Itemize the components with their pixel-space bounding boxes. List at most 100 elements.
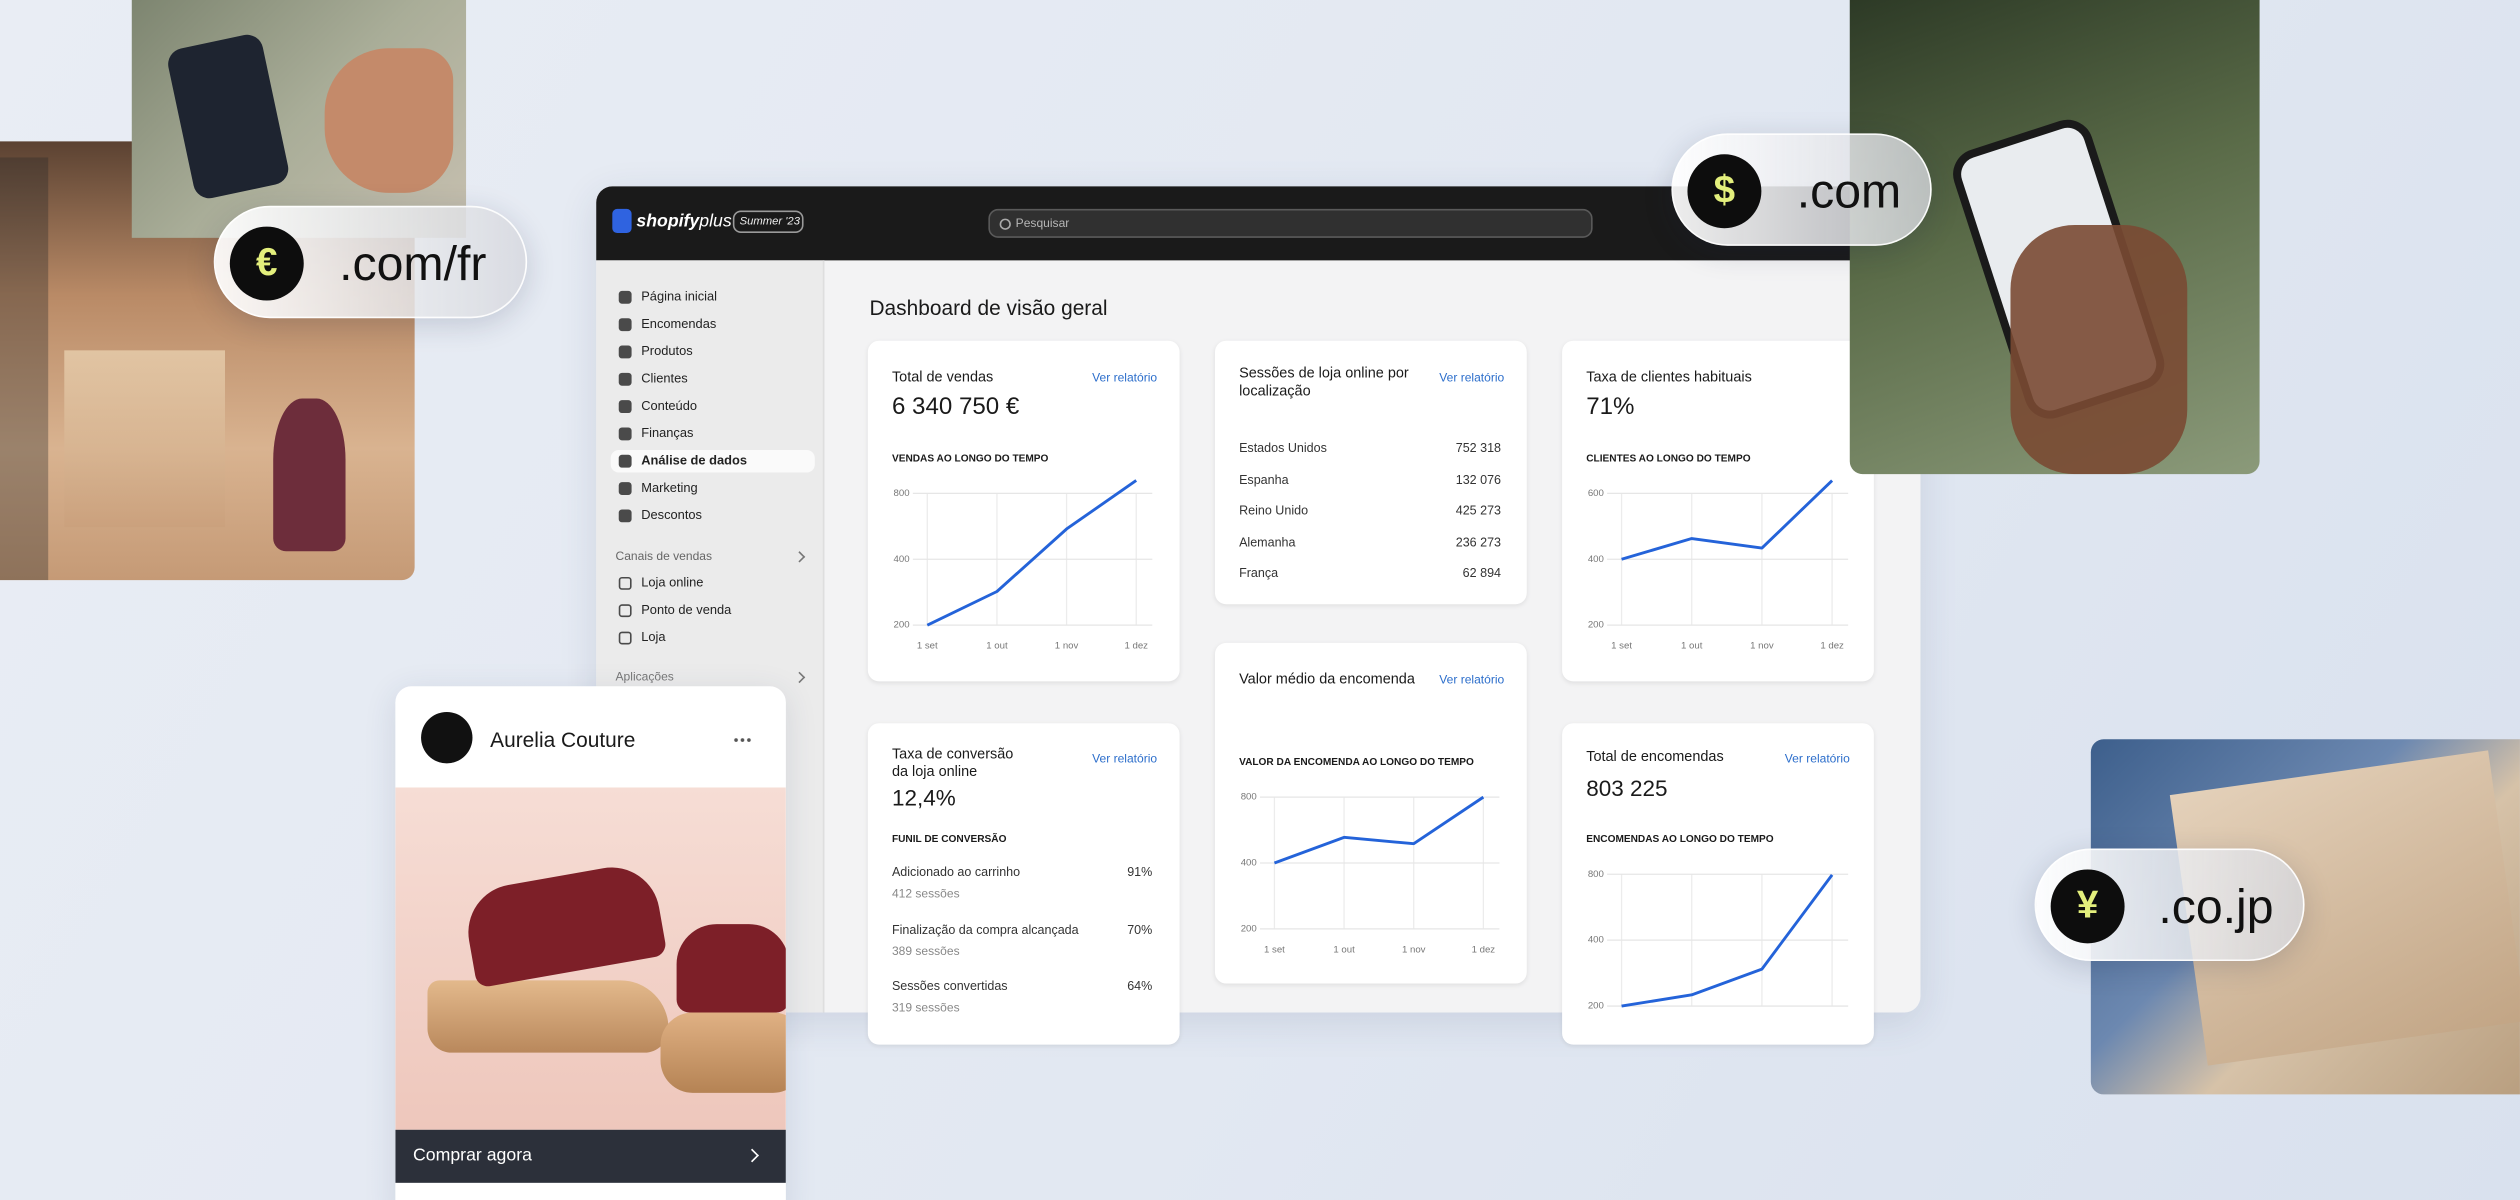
search-icon [999, 218, 1011, 230]
currency-circle: € [229, 226, 304, 301]
product-card: Aurelia Couture Comprar agora [395, 686, 786, 1200]
row-label: Reino Unido [1239, 503, 1309, 518]
nav-item[interactable]: Clientes [641, 371, 688, 386]
shoe-strap [676, 924, 786, 1013]
active-item-bg [610, 449, 815, 473]
logo: shopify plus [636, 211, 732, 233]
card [1562, 723, 1874, 1045]
nav-item[interactable]: Descontos [641, 507, 702, 523]
funnel-label: Adicionado ao carrinho [891, 864, 1021, 880]
nav-item[interactable]: Análise de dados [641, 453, 747, 468]
nav-icon [618, 290, 632, 304]
nav-icon [618, 400, 632, 414]
logo-suffix: plus [699, 212, 732, 232]
shelf [64, 350, 225, 528]
report-link[interactable]: Ver relatório [1092, 751, 1158, 766]
card [867, 723, 1180, 1045]
search-placeholder: Pesquisar [1015, 215, 1070, 231]
edition-badge: Summer '23 [732, 210, 804, 234]
domain-text: .com/fr [339, 238, 487, 292]
nav-item[interactable]: Produtos [641, 343, 693, 359]
row-label: Estados Unidos [1239, 440, 1327, 456]
logo-icon [612, 208, 632, 234]
nav-item[interactable]: Finanças [641, 425, 694, 441]
domain-badge: € .com/fr [213, 205, 528, 319]
currency-circle: ¥ [2050, 869, 2125, 944]
report-link[interactable]: Ver relatório [1439, 672, 1505, 687]
row-label: França [1239, 565, 1279, 581]
card-title: Total de encomendas [1586, 747, 1724, 764]
row-label: Alemanha [1239, 535, 1296, 550]
more-menu[interactable] [732, 737, 753, 743]
chart-label: CLIENTES AO LONGO DO TEMPO [1586, 453, 1751, 465]
terminal [165, 31, 292, 202]
phone-photo [1849, 0, 2260, 475]
dress [273, 398, 346, 552]
report-link[interactable]: Ver relatório [1092, 370, 1158, 385]
section-title: Aplicações [615, 669, 674, 684]
channel-item[interactable]: Loja [641, 629, 666, 645]
card-value: 12,4% [891, 784, 956, 811]
row-value: 132 076 [1455, 472, 1502, 488]
domain-text: .co.jp [2158, 881, 2274, 935]
funnel-value: 70% [1127, 921, 1153, 937]
nav-icon [618, 345, 632, 359]
row-label: Espanha [1239, 472, 1289, 488]
funnel-sessions: 319 sessões [891, 1000, 960, 1015]
hand [324, 48, 454, 193]
funnel-label: Finalização da compra alcançada [891, 921, 1079, 937]
card-title: Valor médio da encomenda [1239, 670, 1415, 687]
cta-chevron [745, 1148, 759, 1163]
nav-icon [618, 482, 632, 495]
domain-badge: ¥ .co.jp [2034, 848, 2305, 962]
card-value: 803 225 [1586, 775, 1668, 801]
chart-label: VENDAS AO LONGO DO TEMPO [891, 453, 1049, 465]
currency-circle: $ [1687, 154, 1762, 229]
cta-label[interactable]: Comprar agora [413, 1145, 532, 1165]
dashboard-title: Dashboard de visão geral [869, 295, 1108, 320]
nav-icon [618, 427, 632, 441]
currency-symbol: € [256, 241, 278, 285]
card [867, 340, 1180, 682]
card-title: Total de vendas [891, 368, 994, 385]
channel-icon [618, 631, 632, 645]
funnel-label: Sessões convertidas [891, 978, 1008, 994]
cta-button[interactable]: Comprar agora [395, 1129, 786, 1183]
nav-item[interactable]: Marketing [641, 480, 698, 495]
edition-text: Summer '23 [739, 216, 800, 228]
row-value: 62 894 [1462, 565, 1502, 581]
card-title: Sessões de loja online por localização [1239, 364, 1409, 399]
avatar [421, 711, 473, 764]
nav-icon [618, 372, 632, 386]
chart-label: ENCOMENDAS AO LONGO DO TEMPO [1586, 834, 1774, 846]
product-image [395, 787, 786, 1130]
card-title: Taxa de conversão da loja online [891, 745, 1014, 780]
funnel-value: 64% [1127, 978, 1153, 994]
channel-item[interactable]: Ponto de venda [641, 602, 732, 618]
card-title: Taxa de clientes habituais [1586, 368, 1752, 385]
logo-text: shopify [636, 212, 700, 232]
channel-item[interactable]: Loja online [641, 575, 704, 590]
card [1214, 642, 1527, 984]
chart-label: VALOR DA ENCOMENDA AO LONGO DO TEMPO [1239, 757, 1474, 769]
nav-item[interactable]: Página inicial [641, 289, 717, 304]
channel-icon [618, 604, 632, 618]
report-link[interactable]: Ver relatório [1439, 370, 1505, 385]
nav-item[interactable]: Encomendas [641, 316, 717, 332]
funnel-sessions: 389 sessões [891, 943, 960, 958]
funnel-sessions: 412 sessões [891, 886, 960, 901]
card-value: 6 340 750 € [891, 393, 1020, 421]
domain-text: .com [1796, 165, 1902, 219]
search-bar[interactable]: Pesquisar [988, 208, 1593, 238]
funnel-value: 91% [1127, 864, 1153, 880]
card-value: 71% [1586, 393, 1635, 421]
shoe-sole [427, 980, 669, 1053]
domain-badge: $ .com [1671, 133, 1932, 246]
nav-item[interactable]: Conteúdo [641, 398, 698, 414]
nav-icon [618, 454, 632, 468]
content-clip [824, 1012, 1949, 1076]
nav-icon [618, 318, 632, 332]
brand-name: Aurelia Couture [490, 727, 636, 752]
report-link[interactable]: Ver relatório [1784, 751, 1850, 766]
